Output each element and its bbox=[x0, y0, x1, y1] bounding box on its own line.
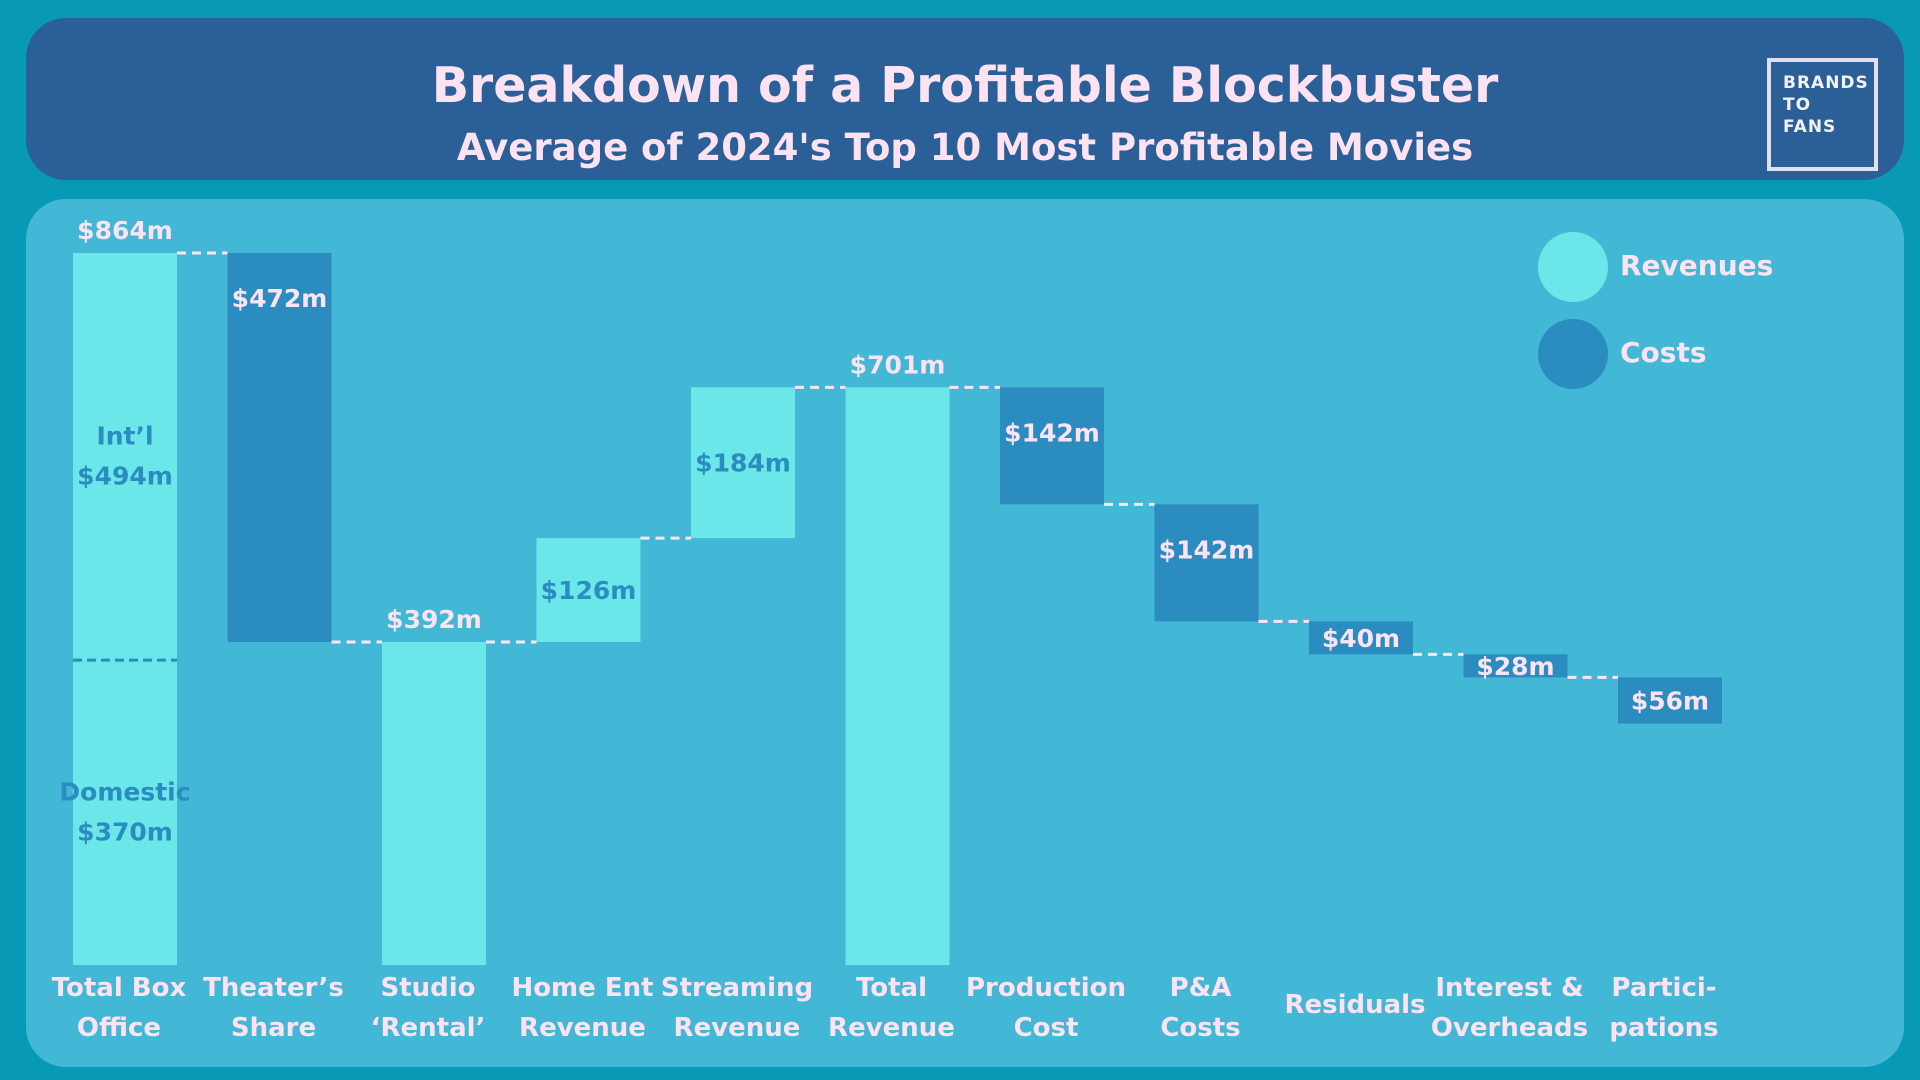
waterfall-bar bbox=[227, 253, 332, 642]
bar-value-label: $864m bbox=[77, 216, 173, 245]
bar-value-label: $56m bbox=[1631, 686, 1709, 715]
logo-line: FANS bbox=[1783, 117, 1837, 137]
bar-value-label: $472m bbox=[232, 284, 328, 313]
bar-value-label: $142m bbox=[1159, 535, 1255, 564]
costs-legend-swatch bbox=[1538, 319, 1608, 389]
category-label: ‘Rental’ bbox=[371, 1013, 486, 1043]
bar-value-label: $184m bbox=[695, 449, 791, 478]
bar-value-label: $126m bbox=[541, 576, 637, 605]
legend-label: Costs bbox=[1620, 336, 1707, 369]
category-label: Revenue bbox=[519, 1013, 646, 1043]
waterfall-bar bbox=[1309, 621, 1413, 655]
category-label: Residuals bbox=[1284, 990, 1425, 1020]
bar-value-label: $28m bbox=[1476, 652, 1554, 681]
category-label: Share bbox=[231, 1013, 316, 1043]
legend-item-costs: Costs bbox=[1538, 319, 1838, 389]
category-label: Costs bbox=[1160, 1013, 1240, 1043]
waterfall-bar bbox=[845, 387, 950, 965]
waterfall-bar bbox=[1000, 387, 1104, 505]
category-label: Studio bbox=[380, 973, 475, 1003]
brands-to-fans-logo: BRANDS TO FANS bbox=[1767, 58, 1878, 171]
bar-value-label: $40m bbox=[1322, 624, 1400, 653]
legend-item-revenues: Revenues bbox=[1538, 232, 1838, 302]
category-label: Partici- bbox=[1611, 973, 1716, 1003]
waterfall-bar bbox=[382, 641, 486, 965]
category-label: Interest & bbox=[1435, 973, 1583, 1003]
category-label: Streaming bbox=[661, 973, 813, 1003]
category-label: pations bbox=[1609, 1013, 1718, 1043]
header-banner: Breakdown of a Profitable Blockbuster Av… bbox=[26, 18, 1904, 180]
waterfall-bar bbox=[691, 387, 795, 539]
category-label: Home Ent bbox=[511, 973, 653, 1003]
segment-value-label: $370m bbox=[77, 818, 173, 847]
bar-value-label: $142m bbox=[1004, 418, 1100, 447]
segment-value-label: $494m bbox=[77, 462, 173, 491]
waterfall-bar bbox=[1463, 654, 1568, 678]
category-label: Revenue bbox=[674, 1013, 801, 1043]
chart-panel: Domestic $370m Int’l $494m $864m Total Box Off… bbox=[26, 199, 1904, 1067]
logo-line: BRANDS bbox=[1783, 73, 1869, 93]
waterfall-bar bbox=[73, 253, 177, 965]
bar-value-label: $701m bbox=[850, 350, 946, 379]
category-label: Total bbox=[856, 973, 927, 1003]
category-label: Total Box bbox=[52, 973, 187, 1003]
segment-label: Domestic bbox=[59, 778, 190, 807]
segment-label: Int’l bbox=[96, 422, 153, 451]
waterfall-bar bbox=[1618, 677, 1722, 724]
category-label: Overheads bbox=[1431, 1013, 1588, 1043]
category-label: Office bbox=[77, 1013, 161, 1043]
waterfall-bar bbox=[1154, 504, 1259, 622]
category-label: P&A bbox=[1170, 973, 1232, 1003]
category-label: Production bbox=[966, 973, 1126, 1003]
legend-label: Revenues bbox=[1620, 249, 1774, 282]
waterfall-chart: Domestic $370m Int’l $494m $864m Total Box Off… bbox=[52, 216, 1722, 1043]
waterfall-bar bbox=[536, 538, 641, 642]
chart-title: Breakdown of a Profitable Blockbuster bbox=[431, 57, 1499, 114]
category-label: Theater’s bbox=[203, 973, 344, 1003]
category-label: Revenue bbox=[828, 1013, 955, 1043]
revenues-legend-swatch bbox=[1538, 232, 1608, 302]
chart-subtitle: Average of 2024's Top 10 Most Profitable… bbox=[456, 126, 1474, 169]
category-label: Cost bbox=[1014, 1013, 1079, 1043]
bar-value-label: $392m bbox=[386, 605, 482, 634]
logo-line: TO bbox=[1783, 95, 1812, 115]
